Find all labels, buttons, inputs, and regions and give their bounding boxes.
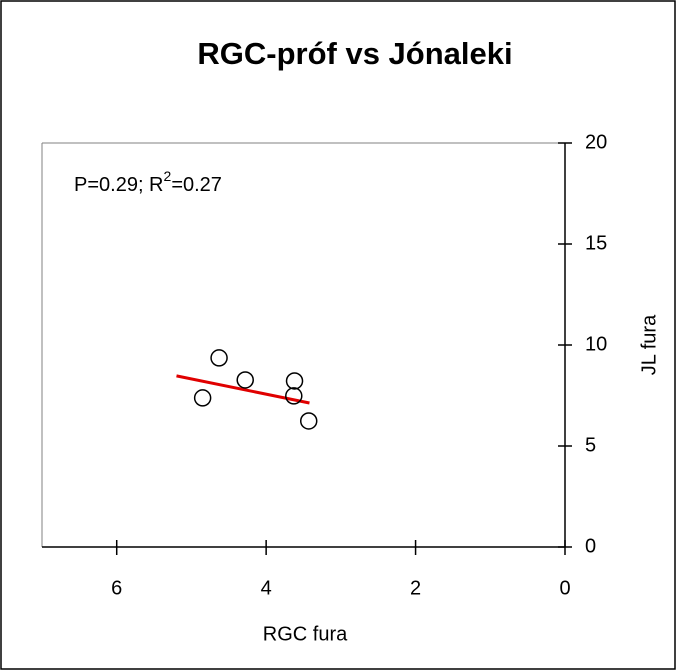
- annotation-text: P=0.29; R: [74, 174, 164, 196]
- point: [285, 387, 303, 405]
- point: [236, 371, 254, 389]
- y-tick-label: 0: [585, 535, 596, 557]
- y-tick-label: 5: [585, 434, 596, 456]
- point: [285, 372, 304, 390]
- x-axis-label: RGC fura: [263, 623, 348, 645]
- x-tick-label: 0: [559, 577, 570, 599]
- y-axis-label: JL fura: [638, 314, 660, 375]
- y-tick-label: 15: [585, 232, 607, 254]
- annotation-text: =0.27: [171, 174, 222, 196]
- x-tick-label: 2: [410, 577, 421, 599]
- trend-line: [176, 374, 310, 405]
- x-tick-label: 4: [261, 577, 272, 599]
- point: [299, 412, 318, 430]
- annotation-sup: 2: [164, 168, 172, 184]
- point: [193, 389, 212, 407]
- chart-title: RGC-próf vs Jónaleki: [197, 36, 512, 71]
- point: [210, 349, 228, 367]
- y-tick-label: 20: [585, 131, 607, 153]
- x-tick-label: 6: [111, 577, 122, 599]
- y-tick-label: 10: [585, 333, 607, 355]
- annotation: P=0.29; R2=0.27: [74, 168, 222, 197]
